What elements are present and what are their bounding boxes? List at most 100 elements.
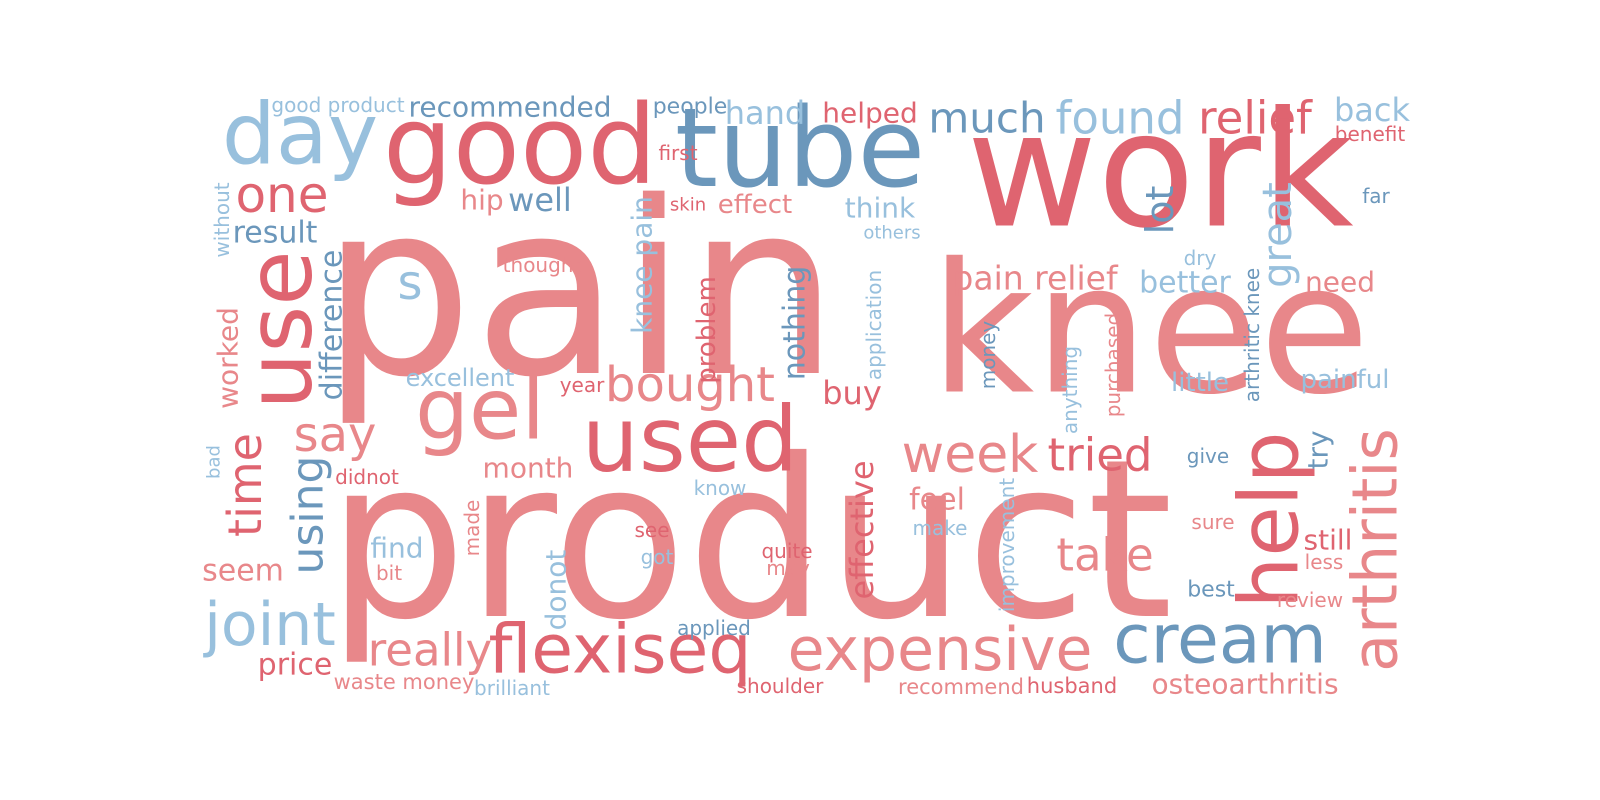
word-shoulder: shoulder	[737, 674, 825, 698]
word-flexiseq: flexiseq	[488, 611, 751, 690]
word-joint: joint	[202, 590, 336, 660]
word-purchased: purchased	[1101, 313, 1125, 418]
word-good-product: good product	[271, 93, 404, 117]
word-great: great	[1255, 182, 1301, 288]
word-s: s	[397, 255, 422, 311]
word-improvement: improvement	[995, 478, 1019, 612]
word-waste-money: waste money	[334, 670, 475, 694]
word-well: well	[508, 181, 572, 219]
word-one: one	[235, 166, 328, 224]
word-helped: helped	[822, 97, 918, 130]
word-benefit: benefit	[1335, 122, 1406, 146]
word-first: first	[658, 141, 697, 165]
word-arthritic-knee: arthritic knee	[1240, 268, 1264, 402]
word-problem: problem	[692, 276, 722, 384]
word-people: people	[653, 95, 728, 120]
word-brilliant: brilliant	[474, 676, 550, 700]
word-far: far	[1362, 184, 1390, 208]
word-knee: knee	[930, 226, 1370, 435]
word-difference: difference	[315, 250, 350, 401]
word-day: day	[222, 86, 378, 185]
word-applied: applied	[677, 616, 751, 640]
word-buy: buy	[822, 374, 882, 412]
word-less: less	[1305, 550, 1344, 574]
word-hip: hip	[460, 184, 503, 217]
word-anything: anything	[1058, 346, 1082, 434]
word-money: money	[976, 321, 1000, 390]
word-bit: bit	[376, 561, 402, 585]
word-review: review	[1277, 588, 1343, 612]
word-still: still	[1304, 524, 1353, 557]
word-osteoarthritis: osteoarthritis	[1151, 668, 1338, 701]
word-quite: quite	[761, 539, 812, 563]
word-time: time	[218, 433, 272, 537]
word-bad: bad	[204, 445, 225, 479]
word-found: found	[1056, 92, 1185, 145]
word-skin: skin	[670, 195, 706, 216]
word-recommended: recommended	[409, 91, 612, 124]
word-little: little	[1171, 368, 1229, 398]
word-give: give	[1187, 444, 1229, 468]
word-bought: bought	[605, 357, 775, 413]
word-result: result	[233, 216, 318, 251]
word-painful: painful	[1301, 365, 1390, 395]
word-thought: thought	[503, 253, 582, 277]
word-pain-relief: pain relief	[952, 259, 1119, 298]
word-price: price	[258, 648, 333, 683]
word-relief: relief	[1198, 92, 1313, 145]
word-find: find	[370, 532, 423, 565]
word-arthritis: arthritis	[1339, 428, 1412, 672]
word-cream: cream	[1113, 601, 1327, 680]
word-nothing: nothing	[778, 266, 813, 381]
word-didnot: didnot	[335, 465, 399, 489]
word-lot: lot	[1138, 186, 1182, 235]
word-help: help	[1223, 431, 1318, 608]
word-say: say	[294, 407, 377, 463]
word-effective: effective	[843, 460, 881, 599]
word-back: back	[1334, 91, 1411, 129]
word-without: without	[210, 182, 234, 257]
word-see: see	[634, 518, 669, 542]
word-seem: seem	[202, 554, 284, 589]
word-made: made	[460, 500, 484, 557]
word-use: use	[228, 250, 333, 409]
word-may: may	[766, 556, 810, 580]
word-product: product	[327, 412, 1173, 668]
word-recommend: recommend	[898, 675, 1024, 699]
word-best: best	[1187, 578, 1235, 603]
word-think: think	[845, 192, 916, 225]
word-knee-pain: knee pain	[626, 196, 659, 334]
word-feel: feel	[909, 483, 965, 518]
word-effect: effect	[718, 190, 792, 220]
word-tried: tried	[1048, 429, 1153, 482]
word-try: try	[1302, 430, 1335, 469]
word-month: month	[483, 452, 574, 485]
word-others: others	[863, 223, 920, 244]
word-week: week	[902, 425, 1039, 485]
word-make: make	[913, 516, 968, 540]
word-pain: pain	[321, 150, 839, 430]
word-excellent: excellent	[406, 364, 515, 392]
word-used: used	[582, 388, 798, 493]
word-donot: donot	[540, 550, 573, 631]
word-using: using	[283, 456, 334, 575]
word-need: need	[1305, 266, 1375, 299]
word-got: got	[641, 545, 674, 569]
word-hand: hand	[725, 94, 805, 132]
word-sure: sure	[1191, 510, 1234, 534]
word-tube: tube	[675, 84, 925, 212]
word-good: good	[383, 81, 657, 209]
word-worked: worked	[212, 307, 245, 409]
word-dry: dry	[1184, 246, 1217, 270]
word-year: year	[560, 373, 605, 397]
word-application: application	[862, 270, 886, 380]
word-work: work	[966, 77, 1354, 264]
word-really: really	[368, 624, 492, 677]
word-much: much	[928, 94, 1045, 143]
word-know: know	[694, 476, 747, 500]
word-husband: husband	[1027, 674, 1117, 698]
word-better: better	[1139, 266, 1231, 301]
word-expensive: expensive	[788, 615, 1093, 685]
word-gel: gel	[415, 361, 545, 460]
